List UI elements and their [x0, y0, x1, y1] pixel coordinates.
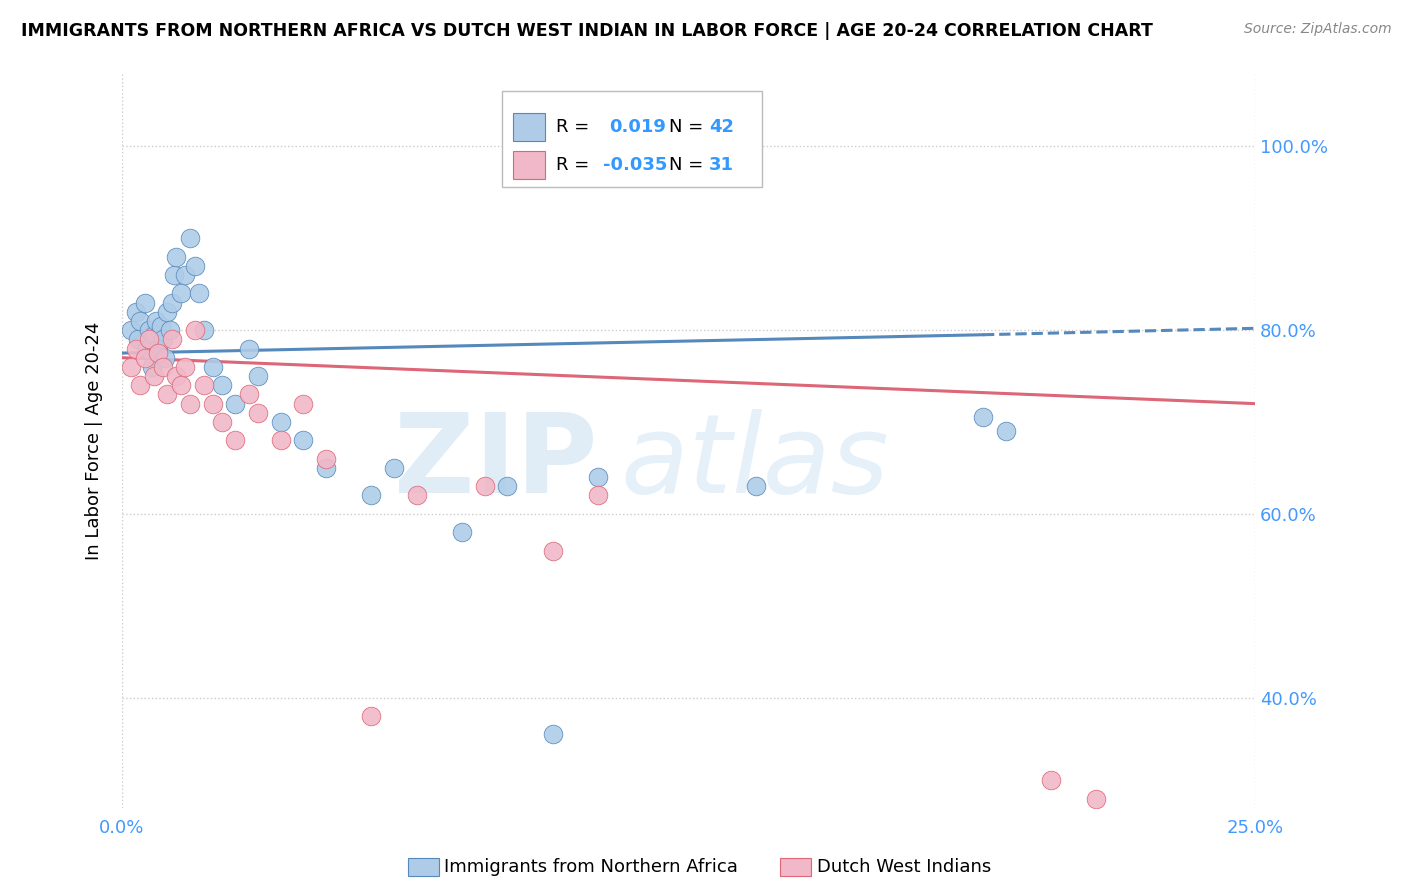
Point	[163, 268, 186, 282]
Point	[586, 488, 609, 502]
Point	[972, 410, 994, 425]
Point	[211, 378, 233, 392]
FancyBboxPatch shape	[513, 112, 544, 141]
Point	[315, 451, 337, 466]
Point	[159, 323, 181, 337]
Point	[193, 323, 215, 337]
Point	[201, 396, 224, 410]
Point	[148, 346, 170, 360]
Point	[183, 323, 205, 337]
Point	[134, 295, 156, 310]
Point	[292, 434, 315, 448]
Point	[496, 479, 519, 493]
Point	[149, 318, 172, 333]
Point	[136, 342, 159, 356]
Text: R =: R =	[555, 118, 595, 136]
Point	[1039, 773, 1062, 788]
Point	[183, 259, 205, 273]
Point	[193, 378, 215, 392]
Point	[129, 314, 152, 328]
Point	[224, 396, 246, 410]
Text: N =: N =	[669, 118, 703, 136]
Point	[152, 359, 174, 374]
Point	[179, 231, 201, 245]
Point	[188, 286, 211, 301]
Point	[1085, 791, 1108, 805]
Point	[201, 359, 224, 374]
Point	[541, 727, 564, 741]
Text: 42: 42	[709, 118, 734, 136]
Point	[160, 332, 183, 346]
Text: -0.035: -0.035	[603, 156, 668, 174]
Point	[160, 295, 183, 310]
Point	[165, 250, 187, 264]
Point	[270, 415, 292, 429]
Point	[170, 286, 193, 301]
Point	[138, 332, 160, 346]
FancyBboxPatch shape	[502, 91, 762, 186]
Point	[224, 434, 246, 448]
Point	[474, 479, 496, 493]
Point	[156, 387, 179, 401]
Point	[211, 415, 233, 429]
Point	[127, 332, 149, 346]
Point	[360, 488, 382, 502]
Text: Immigrants from Northern Africa: Immigrants from Northern Africa	[444, 858, 738, 876]
Y-axis label: In Labor Force | Age 20-24: In Labor Force | Age 20-24	[86, 321, 103, 559]
Text: 0.019: 0.019	[609, 118, 666, 136]
Text: 31: 31	[709, 156, 734, 174]
Point	[360, 709, 382, 723]
Point	[124, 305, 146, 319]
Point	[174, 359, 197, 374]
Point	[745, 479, 768, 493]
Point	[246, 369, 269, 384]
Point	[405, 488, 427, 502]
Point	[152, 332, 174, 346]
Point	[120, 323, 142, 337]
Point	[142, 327, 165, 342]
Point	[586, 470, 609, 484]
Point	[165, 369, 187, 384]
Point	[156, 305, 179, 319]
Point	[145, 314, 167, 328]
FancyBboxPatch shape	[513, 151, 544, 178]
Point	[142, 369, 165, 384]
Point	[238, 342, 260, 356]
Text: N =: N =	[669, 156, 703, 174]
Point	[246, 406, 269, 420]
Point	[138, 323, 160, 337]
Point	[541, 543, 564, 558]
Text: IMMIGRANTS FROM NORTHERN AFRICA VS DUTCH WEST INDIAN IN LABOR FORCE | AGE 20-24 : IMMIGRANTS FROM NORTHERN AFRICA VS DUTCH…	[21, 22, 1153, 40]
Point	[174, 268, 197, 282]
Point	[238, 387, 260, 401]
Point	[120, 359, 142, 374]
Point	[382, 461, 405, 475]
Point	[124, 342, 146, 356]
Text: atlas: atlas	[620, 409, 889, 516]
Point	[141, 359, 163, 374]
Point	[129, 378, 152, 392]
Text: ZIP: ZIP	[395, 409, 598, 516]
Point	[170, 378, 193, 392]
Point	[148, 342, 170, 356]
Point	[179, 396, 201, 410]
Text: Source: ZipAtlas.com: Source: ZipAtlas.com	[1244, 22, 1392, 37]
Point	[134, 351, 156, 365]
Point	[153, 351, 176, 365]
Text: Dutch West Indians: Dutch West Indians	[817, 858, 991, 876]
Point	[270, 434, 292, 448]
Point	[451, 525, 474, 540]
Point	[315, 461, 337, 475]
Point	[994, 424, 1017, 438]
Point	[292, 396, 315, 410]
Text: R =: R =	[555, 156, 595, 174]
